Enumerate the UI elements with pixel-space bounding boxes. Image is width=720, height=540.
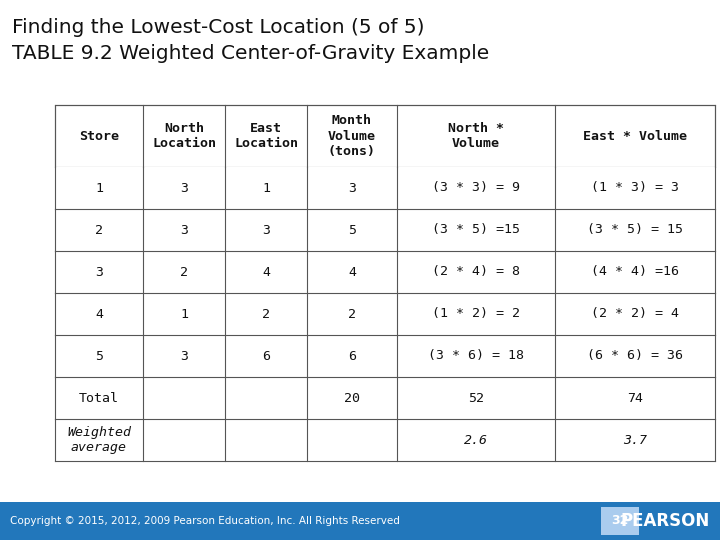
Text: 74: 74 (627, 392, 643, 404)
Text: 3: 3 (180, 181, 188, 194)
Bar (55, 105, 715, 167)
Bar (55, 251, 715, 293)
Text: North *
Volume: North * Volume (448, 122, 504, 150)
Bar (55, 167, 715, 209)
Bar (55, 209, 715, 251)
Text: 2: 2 (95, 224, 103, 237)
Text: (2 * 2) = 4: (2 * 2) = 4 (591, 307, 679, 321)
Text: 2: 2 (262, 307, 270, 321)
Text: Total: Total (79, 392, 119, 404)
Text: North
Location: North Location (152, 122, 216, 150)
Bar (0, 502, 720, 540)
Text: 4: 4 (262, 266, 270, 279)
Text: East
Location: East Location (234, 122, 298, 150)
Text: (3 * 5) = 15: (3 * 5) = 15 (587, 224, 683, 237)
Text: 1: 1 (180, 307, 188, 321)
Text: 2: 2 (180, 266, 188, 279)
Text: Weighted
average: Weighted average (67, 426, 131, 454)
Bar (601, 507, 639, 535)
Text: 1: 1 (95, 181, 103, 194)
Text: 2: 2 (348, 307, 356, 321)
Text: 3: 3 (348, 181, 356, 194)
Text: 5: 5 (348, 224, 356, 237)
Text: 1: 1 (262, 181, 270, 194)
Text: 20: 20 (344, 392, 360, 404)
Text: 5: 5 (95, 349, 103, 362)
Text: 6: 6 (348, 349, 356, 362)
Text: (1 * 3) = 3: (1 * 3) = 3 (591, 181, 679, 194)
Text: (2 * 4) = 8: (2 * 4) = 8 (432, 266, 520, 279)
Text: 3: 3 (180, 349, 188, 362)
Text: Month
Volume
(tons): Month Volume (tons) (328, 114, 376, 158)
Text: Finding the Lowest-Cost Location (5 of 5): Finding the Lowest-Cost Location (5 of 5… (12, 18, 425, 37)
Text: (6 * 6) = 36: (6 * 6) = 36 (587, 349, 683, 362)
Text: Copyright © 2015, 2012, 2009 Pearson Education, Inc. All Rights Reserved: Copyright © 2015, 2012, 2009 Pearson Edu… (10, 516, 400, 526)
Text: Store: Store (79, 130, 119, 143)
Text: 3.7: 3.7 (623, 434, 647, 447)
Text: (3 * 6) = 18: (3 * 6) = 18 (428, 349, 524, 362)
Text: 4: 4 (95, 307, 103, 321)
Bar (55, 419, 715, 461)
Text: (4 * 4) =16: (4 * 4) =16 (591, 266, 679, 279)
Text: (1 * 2) = 2: (1 * 2) = 2 (432, 307, 520, 321)
Text: East * Volume: East * Volume (583, 130, 687, 143)
Text: 3: 3 (95, 266, 103, 279)
Bar (55, 293, 715, 335)
Text: 52: 52 (468, 392, 484, 404)
Text: TABLE 9.2 Weighted Center-of-Gravity Example: TABLE 9.2 Weighted Center-of-Gravity Exa… (12, 44, 490, 63)
Text: 32: 32 (611, 515, 629, 528)
Text: 3: 3 (180, 224, 188, 237)
Text: 2.6: 2.6 (464, 434, 488, 447)
Text: (3 * 3) = 9: (3 * 3) = 9 (432, 181, 520, 194)
Text: 4: 4 (348, 266, 356, 279)
Text: 3: 3 (262, 224, 270, 237)
Text: PEARSON: PEARSON (621, 512, 710, 530)
Text: (3 * 5) =15: (3 * 5) =15 (432, 224, 520, 237)
Bar (55, 377, 715, 419)
Bar (55, 335, 715, 377)
Text: 6: 6 (262, 349, 270, 362)
